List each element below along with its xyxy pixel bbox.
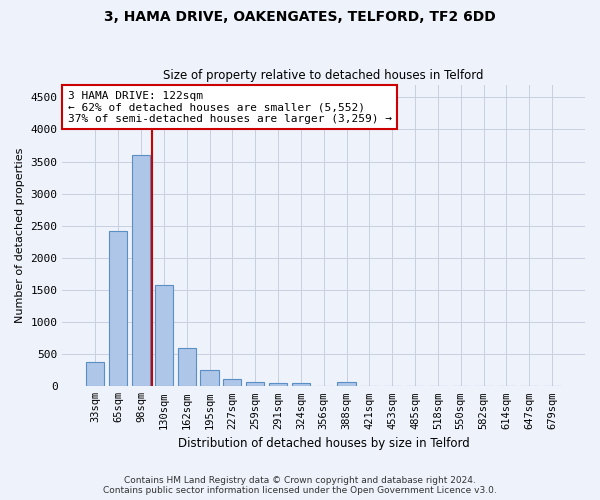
Text: 3, HAMA DRIVE, OAKENGATES, TELFORD, TF2 6DD: 3, HAMA DRIVE, OAKENGATES, TELFORD, TF2 … bbox=[104, 10, 496, 24]
Bar bbox=[223, 378, 241, 386]
Bar bbox=[132, 154, 150, 386]
Bar bbox=[246, 382, 265, 386]
Y-axis label: Number of detached properties: Number of detached properties bbox=[15, 148, 25, 323]
Bar bbox=[337, 382, 356, 386]
Bar bbox=[200, 370, 218, 386]
Bar bbox=[86, 362, 104, 386]
X-axis label: Distribution of detached houses by size in Telford: Distribution of detached houses by size … bbox=[178, 437, 470, 450]
Bar bbox=[269, 383, 287, 386]
Bar bbox=[178, 348, 196, 387]
Title: Size of property relative to detached houses in Telford: Size of property relative to detached ho… bbox=[163, 69, 484, 82]
Text: 3 HAMA DRIVE: 122sqm
← 62% of detached houses are smaller (5,552)
37% of semi-de: 3 HAMA DRIVE: 122sqm ← 62% of detached h… bbox=[68, 90, 392, 124]
Bar bbox=[109, 231, 127, 386]
Bar bbox=[292, 383, 310, 386]
Text: Contains HM Land Registry data © Crown copyright and database right 2024.
Contai: Contains HM Land Registry data © Crown c… bbox=[103, 476, 497, 495]
Bar bbox=[155, 285, 173, 386]
